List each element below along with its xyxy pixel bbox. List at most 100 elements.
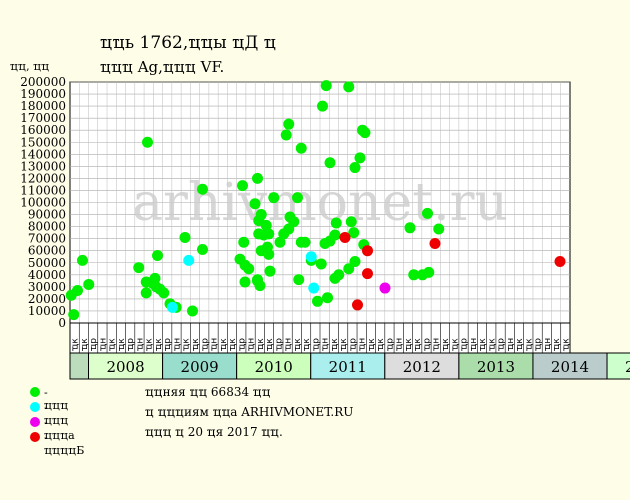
data-point bbox=[362, 245, 373, 256]
data-point bbox=[343, 81, 354, 92]
data-point bbox=[240, 277, 251, 288]
data-point bbox=[265, 266, 276, 277]
data-point bbox=[288, 216, 299, 227]
data-point bbox=[243, 263, 254, 274]
data-point bbox=[77, 255, 88, 266]
y-tick-label: 120000 bbox=[20, 171, 66, 185]
data-point bbox=[333, 269, 344, 280]
data-point bbox=[346, 216, 357, 227]
data-point bbox=[423, 267, 434, 278]
data-point bbox=[352, 299, 363, 310]
data-point bbox=[350, 162, 361, 173]
legend-label: - ҵҵҵҵБ bbox=[44, 431, 84, 457]
y-tick-label: 100000 bbox=[20, 196, 66, 210]
data-point bbox=[360, 127, 371, 138]
year-label: 2008 bbox=[106, 358, 144, 376]
data-point bbox=[263, 249, 274, 260]
data-point bbox=[68, 309, 79, 320]
y-tick-label: 90000 bbox=[28, 208, 66, 222]
y-tick-label: 140000 bbox=[20, 147, 66, 161]
data-point bbox=[380, 283, 391, 294]
data-point bbox=[72, 285, 83, 296]
data-point bbox=[283, 119, 294, 130]
data-point bbox=[83, 279, 94, 290]
data-point bbox=[141, 287, 152, 298]
data-point bbox=[183, 255, 194, 266]
data-point bbox=[187, 305, 198, 316]
data-point bbox=[308, 283, 319, 294]
y-tick-label: 130000 bbox=[20, 159, 66, 173]
data-point bbox=[256, 209, 267, 220]
data-point bbox=[555, 256, 566, 267]
year-label: 2015 bbox=[625, 358, 630, 376]
year-label: 2010 bbox=[255, 358, 293, 376]
data-point bbox=[316, 258, 327, 269]
y-tick-label: 200000 bbox=[20, 75, 66, 89]
data-point bbox=[180, 232, 191, 243]
data-point bbox=[340, 232, 351, 243]
y-tick-label: 110000 bbox=[20, 183, 66, 197]
y-tick-label: 10000 bbox=[28, 304, 66, 318]
data-point bbox=[322, 292, 333, 303]
data-point bbox=[292, 192, 303, 203]
data-point bbox=[430, 238, 441, 249]
data-point bbox=[158, 287, 169, 298]
data-point bbox=[252, 173, 263, 184]
data-point bbox=[306, 251, 317, 262]
legend-dot-red bbox=[30, 432, 40, 442]
data-point bbox=[268, 192, 279, 203]
data-point bbox=[133, 262, 144, 273]
y-tick-label: 170000 bbox=[20, 111, 66, 125]
data-point bbox=[433, 224, 444, 235]
year-label: 2013 bbox=[477, 358, 515, 376]
data-point bbox=[317, 101, 328, 112]
data-point bbox=[312, 296, 323, 307]
y-tick-label: 50000 bbox=[28, 256, 66, 270]
y-tick-label: 0 bbox=[58, 316, 66, 330]
info-average-price: ҵҵняя ҵҵ 66834 ҵҵ bbox=[145, 385, 271, 399]
y-tick-label: 150000 bbox=[20, 135, 66, 149]
data-point bbox=[263, 228, 274, 239]
data-point bbox=[321, 80, 332, 91]
watermark: arhivmonet.ru bbox=[132, 173, 508, 233]
data-point bbox=[255, 280, 266, 291]
data-point bbox=[296, 143, 307, 154]
y-tick-label: 60000 bbox=[28, 244, 66, 258]
half-year-label: ҵк bbox=[561, 338, 571, 351]
data-point bbox=[422, 208, 433, 219]
y-tick-label: 160000 bbox=[20, 123, 66, 137]
data-point bbox=[250, 198, 261, 209]
info-source: ҵ ҵҵҵиям ҵҵа ARHIVMONET.RU bbox=[145, 405, 353, 419]
data-point bbox=[238, 237, 249, 248]
data-point bbox=[325, 157, 336, 168]
legend-dot-magenta bbox=[30, 417, 40, 427]
data-point bbox=[350, 256, 361, 267]
legend-dot-green bbox=[30, 387, 40, 397]
data-point bbox=[330, 230, 341, 241]
y-tick-label: 70000 bbox=[28, 232, 66, 246]
data-point bbox=[293, 274, 304, 285]
data-point bbox=[405, 222, 416, 233]
data-point bbox=[167, 302, 178, 313]
data-point bbox=[362, 268, 373, 279]
data-point bbox=[152, 250, 163, 261]
y-tick-label: 190000 bbox=[20, 87, 66, 101]
info-date: ҵҵҵ ҵ 20 ҵя 2017 ҵҵ. bbox=[145, 425, 283, 439]
year-label: 2011 bbox=[329, 358, 367, 376]
y-tick-label: 20000 bbox=[28, 292, 66, 306]
data-point bbox=[237, 180, 248, 191]
year-band bbox=[70, 353, 89, 379]
y-tick-label: 30000 bbox=[28, 280, 66, 294]
data-point bbox=[300, 237, 311, 248]
year-label: 2009 bbox=[181, 358, 219, 376]
y-tick-label: 80000 bbox=[28, 220, 66, 234]
y-tick-label: 180000 bbox=[20, 99, 66, 113]
data-point bbox=[355, 152, 366, 163]
data-point bbox=[331, 217, 342, 228]
data-point bbox=[197, 244, 208, 255]
y-tick-label: 40000 bbox=[28, 268, 66, 282]
data-point bbox=[142, 137, 153, 148]
year-label: 2012 bbox=[403, 358, 441, 376]
legend-dot-cyan bbox=[30, 402, 40, 412]
